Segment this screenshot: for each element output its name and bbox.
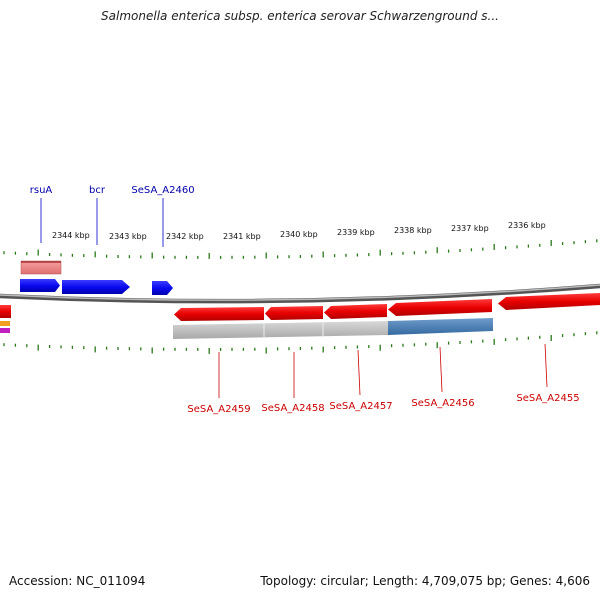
- scale-label-2342: 2342 kbp: [166, 232, 204, 241]
- gene-SeSA_A2455-arrow[interactable]: [498, 293, 600, 310]
- gene-label-SeSA_A2457[interactable]: SeSA_A2457: [329, 401, 392, 412]
- genome-summary-label: Topology: circular; Length: 4,709,075 bp…: [260, 574, 590, 588]
- feature-pink[interactable]: [20, 260, 62, 275]
- forward-gene-labels: rsuA bcr SeSA_A2460: [30, 185, 195, 247]
- gene-SeSA_A2457-arrow[interactable]: [324, 304, 387, 319]
- gene-SeSA_A2458-arrow[interactable]: [265, 306, 323, 320]
- feature-grey-band[interactable]: [173, 321, 388, 339]
- gene-label-SeSA_A2458[interactable]: SeSA_A2458: [261, 403, 324, 414]
- forward-tick-ring: [3, 239, 598, 259]
- genome-backbone-highlight: [0, 284, 600, 301]
- gene-label-rsuA[interactable]: rsuA: [30, 185, 53, 196]
- scale-label-2343: 2343 kbp: [109, 232, 147, 241]
- accession-label: Accession: NC_011094: [9, 574, 146, 588]
- gene-label-bcr[interactable]: bcr: [89, 185, 106, 196]
- gene-label-SeSA_A2460[interactable]: SeSA_A2460: [131, 185, 194, 196]
- scale-label-2337: 2337 kbp: [451, 224, 489, 233]
- scale-label-2341: 2341 kbp: [223, 232, 261, 241]
- feature-steel-band[interactable]: [388, 318, 493, 335]
- scale-label-2338: 2338 kbp: [394, 226, 432, 235]
- map-title: Salmonella enterica subsp. enterica sero…: [101, 9, 499, 23]
- feature-edge-orange[interactable]: [0, 321, 10, 326]
- leader-SeSA_A2456: [439, 346, 443, 393]
- reverse-tick-ring: [3, 331, 598, 354]
- feature-edge-magenta[interactable]: [0, 328, 10, 333]
- scale-labels: 2344 kbp 2343 kbp 2342 kbp 2341 kbp 2340…: [52, 221, 546, 241]
- gene-SeSA_A2456-arrow[interactable]: [388, 299, 492, 316]
- gene-SeSA_A2460-arrow[interactable]: [152, 281, 173, 295]
- feature-edge-red[interactable]: [0, 305, 11, 318]
- gene-label-SeSA_A2456[interactable]: SeSA_A2456: [411, 398, 474, 409]
- genome-backbone: [0, 283, 600, 304]
- gene-bcr-arrow[interactable]: [62, 280, 130, 294]
- gene-label-SeSA_A2459[interactable]: SeSA_A2459: [187, 404, 250, 415]
- gene-SeSA_A2459-arrow[interactable]: [174, 307, 264, 321]
- leader-SeSA_A2457: [357, 349, 361, 396]
- gene-label-SeSA_A2455[interactable]: SeSA_A2455: [516, 393, 579, 404]
- scale-label-2344: 2344 kbp: [52, 231, 90, 240]
- reverse-gene-labels: SeSA_A2459 SeSA_A2458 SeSA_A2457 SeSA_A2…: [187, 343, 580, 415]
- gene-rsuA-arrow[interactable]: [20, 279, 60, 292]
- scale-label-2339: 2339 kbp: [337, 228, 375, 237]
- scale-label-2340: 2340 kbp: [280, 230, 318, 239]
- scale-label-2336: 2336 kbp: [508, 221, 546, 230]
- leader-SeSA_A2455: [544, 343, 548, 388]
